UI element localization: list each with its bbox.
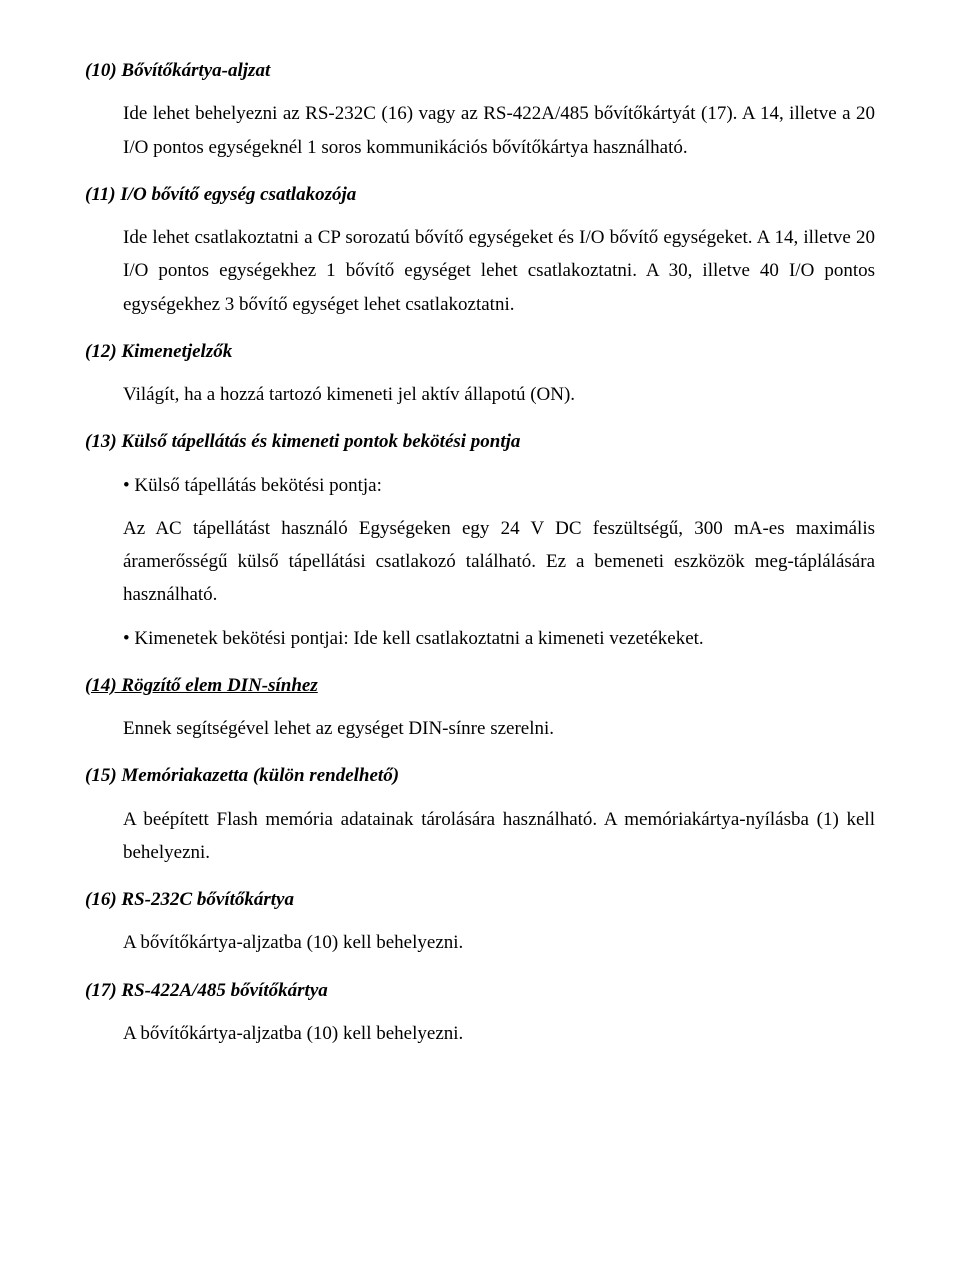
section-13-bullet1: • Külső tápellátás bekötési pontja: — [123, 469, 875, 502]
section-12-heading: (12) Kimenetjelzők — [85, 335, 875, 368]
section-17-heading: (17) RS-422A/485 bővítőkártya — [85, 974, 875, 1007]
section-15-body: A beépített Flash memória adatainak táro… — [123, 803, 875, 870]
section-16-body: A bővítőkártya-aljzatba (10) kell behely… — [123, 926, 875, 959]
section-10-body: Ide lehet behelyezni az RS-232C (16) vag… — [123, 97, 875, 164]
section-11-body: Ide lehet csatlakoztatni a CP sorozatú b… — [123, 221, 875, 321]
document-page: (10) Bővítőkártya-aljzat Ide lehet behel… — [0, 0, 960, 1281]
section-13-body: Az AC tápellátást használó Egységeken eg… — [123, 512, 875, 612]
section-12-body: Világít, ha a hozzá tartozó kimeneti jel… — [123, 378, 875, 411]
section-14-heading: (14) Rögzítő elem DIN-sínhez — [85, 669, 875, 702]
section-13-heading: (13) Külső tápellátás és kimeneti pontok… — [85, 425, 875, 458]
section-13-bullet2: • Kimenetek bekötési pontjai: Ide kell c… — [123, 622, 875, 655]
section-10-heading: (10) Bővítőkártya-aljzat — [85, 54, 875, 87]
section-14-body: Ennek segítségével lehet az egységet DIN… — [123, 712, 875, 745]
section-16-heading: (16) RS-232C bővítőkártya — [85, 883, 875, 916]
section-17-body: A bővítőkártya-aljzatba (10) kell behely… — [123, 1017, 875, 1050]
section-11-heading: (11) I/O bővítő egység csatlakozója — [85, 178, 875, 211]
section-15-heading: (15) Memóriakazetta (külön rendelhető) — [85, 759, 875, 792]
